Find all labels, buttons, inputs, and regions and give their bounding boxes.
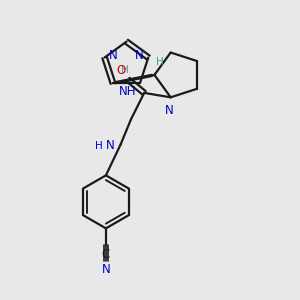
Text: N: N <box>135 49 144 62</box>
Text: N: N <box>109 49 118 62</box>
Text: H: H <box>95 141 103 151</box>
Text: H: H <box>121 65 129 75</box>
Text: C: C <box>102 248 110 261</box>
Text: O: O <box>116 64 126 77</box>
Text: N: N <box>101 263 110 276</box>
Text: H: H <box>156 57 164 67</box>
Text: N: N <box>105 140 114 152</box>
Text: NH: NH <box>119 85 136 98</box>
Text: N: N <box>165 104 174 117</box>
